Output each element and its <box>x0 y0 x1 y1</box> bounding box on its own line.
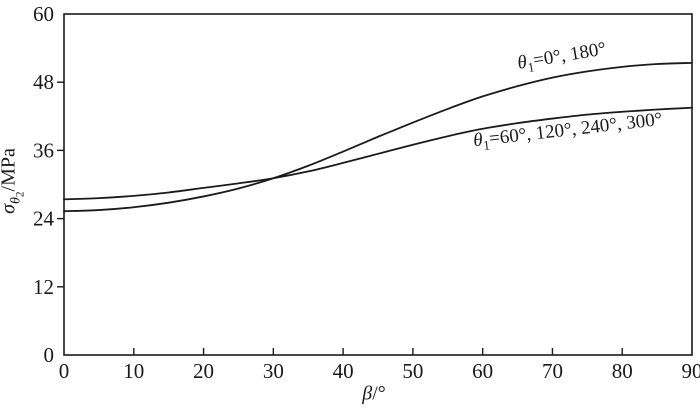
x-axis-unit: /° <box>372 382 386 405</box>
x-tick-label: 80 <box>612 359 633 383</box>
curve-series-2 <box>63 106 693 201</box>
y-sub-index: 2 <box>14 191 27 198</box>
x-tick-label: 0 <box>59 359 70 383</box>
plot-frame <box>63 13 693 356</box>
sigma-symbol: σ <box>0 204 20 214</box>
curve-series-1 <box>63 61 693 213</box>
y-axis-unit: /MPa <box>0 148 20 192</box>
x-tick-label: 40 <box>333 359 354 383</box>
x-tick-label: 50 <box>402 359 423 383</box>
y-tick-label: 12 <box>33 275 54 299</box>
x-tick-label: 30 <box>263 359 284 383</box>
x-tick-label: 20 <box>193 359 214 383</box>
y-sub-theta: θ <box>8 197 24 204</box>
y-tick-label: 36 <box>33 138 54 162</box>
y-tick-label: 60 <box>33 2 54 26</box>
y-axis-label: σθ2/MPa <box>0 148 26 214</box>
y-tick-label: 48 <box>33 70 54 94</box>
x-tick-label: 90 <box>682 359 700 383</box>
x-tick-label: 70 <box>542 359 563 383</box>
y-tick-label: 24 <box>33 207 55 231</box>
x-tick-label: 10 <box>123 359 144 383</box>
y-tick-label: 0 <box>44 343 55 367</box>
x-tick-label: 60 <box>472 359 493 383</box>
beta-symbol: β <box>362 382 373 405</box>
x-axis-label: β/° <box>362 383 386 406</box>
